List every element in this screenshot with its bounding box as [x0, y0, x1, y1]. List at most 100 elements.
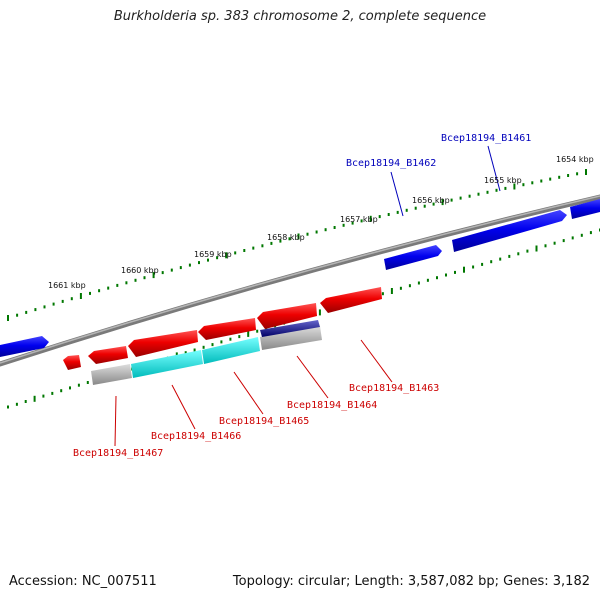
gene-arrow-bcep18194-b1467[interactable] [88, 346, 128, 364]
ruler-label-1660: 1660 kbp [121, 266, 159, 275]
gene-arrow-bcep18194-b1462[interactable] [384, 245, 442, 270]
outer-ruler-minor-tick [70, 297, 73, 301]
inner-ruler-minor-tick [580, 233, 583, 237]
outer-ruler-minor-tick [351, 221, 354, 225]
ruler-label-1655: 1655 kbp [484, 176, 522, 185]
outer-ruler-minor-tick [522, 183, 525, 187]
outer-ruler-minor-tick [52, 302, 55, 306]
cds-feature-gray-right[interactable] [260, 326, 322, 350]
outer-ruler-minor-tick [324, 228, 327, 232]
outer-ruler-minor-tick [567, 174, 570, 177]
gene-arrow-forward-partial-right[interactable] [570, 199, 600, 219]
outer-ruler-minor-tick [576, 172, 579, 176]
outer-ruler-minor-tick [188, 263, 191, 267]
leader-line-b1466 [171, 384, 196, 430]
outer-ruler-major-tick [585, 169, 587, 175]
inner-ruler-minor-tick [51, 391, 54, 395]
outer-ruler-minor-tick [405, 208, 408, 212]
gene-label-b1466[interactable]: Bcep18194_B1466 [151, 431, 241, 442]
cds-feature-navy[interactable] [260, 320, 320, 337]
gene-label-b1463[interactable]: Bcep18194_B1463 [349, 383, 439, 394]
inner-ruler-minor-tick [571, 236, 574, 240]
inner-ruler-minor-tick [472, 265, 475, 269]
gene-label-b1461[interactable]: Bcep18194_B1461 [441, 133, 531, 144]
outer-ruler-minor-tick [234, 251, 237, 255]
inner-ruler-minor-tick [544, 244, 547, 248]
cds-feature-cyan-2[interactable] [202, 337, 260, 364]
inner-ruler-minor-tick [220, 340, 223, 344]
inner-ruler-minor-tick [15, 402, 18, 406]
ruler-label-1659: 1659 kbp [194, 250, 232, 259]
gene-arrow-reverse-small[interactable] [63, 355, 81, 370]
leader-line-b1464 [296, 355, 329, 399]
gene-arrow-bcep18194-b1465[interactable] [198, 318, 256, 340]
outer-ruler-minor-tick [450, 198, 453, 202]
outer-ruler-minor-tick [504, 186, 507, 190]
outer-ruler-minor-tick [540, 179, 543, 183]
leader-line-b1463 [360, 339, 393, 383]
inner-ruler-minor-tick [69, 386, 71, 390]
cds-feature-gray-left[interactable] [91, 364, 132, 385]
outer-ruler-minor-tick [342, 223, 345, 227]
inner-ruler-minor-tick [490, 260, 493, 264]
outer-ruler-minor-tick [261, 244, 264, 248]
outer-ruler-minor-tick [333, 226, 336, 229]
outer-ruler-minor-tick [549, 177, 552, 181]
inner-ruler-minor-tick [184, 351, 187, 355]
inner-ruler-minor-tick [256, 329, 259, 333]
outer-ruler-minor-tick [306, 232, 309, 236]
outer-ruler-minor-tick [477, 192, 480, 196]
gene-label-b1464[interactable]: Bcep18194_B1464 [287, 400, 377, 411]
inner-ruler-minor-tick [499, 257, 502, 261]
inner-ruler-minor-tick [202, 345, 205, 349]
outer-ruler-minor-tick [360, 219, 363, 223]
gene-label-b1467[interactable]: Bcep18194_B1467 [73, 448, 163, 459]
outer-ruler-minor-tick [125, 281, 128, 285]
inner-ruler-minor-tick [399, 286, 402, 290]
inner-ruler-major-tick [33, 395, 36, 402]
outer-ruler-minor-tick [387, 213, 390, 216]
outer-ruler-minor-tick [61, 299, 64, 303]
outer-ruler-major-tick [513, 183, 516, 190]
leader-line-b1461 [487, 145, 501, 192]
outer-ruler-minor-tick [170, 268, 173, 272]
inner-ruler-minor-tick [417, 281, 420, 285]
outer-ruler-major-tick [441, 199, 444, 206]
outer-ruler-major-tick [79, 293, 82, 299]
outer-ruler-minor-tick [414, 206, 417, 210]
outer-ruler-minor-tick [198, 261, 200, 265]
inner-ruler-minor-tick [517, 252, 520, 256]
inner-ruler-minor-tick [562, 239, 565, 243]
inner-ruler-minor-tick [193, 348, 196, 352]
ruler-label-1654: 1654 kbp [556, 155, 594, 164]
outer-ruler-minor-tick [116, 283, 119, 287]
gene-arrow-bcep18194-b1463[interactable] [320, 287, 382, 313]
outer-ruler-major-tick [152, 272, 155, 279]
gene-arrow-bcep18194-b1461[interactable] [452, 210, 567, 252]
gene-arrow-forward-partial-left[interactable] [0, 336, 49, 357]
inner-ruler-major-tick [318, 309, 321, 316]
inner-ruler-major-tick [247, 330, 250, 337]
outer-ruler-minor-tick [558, 175, 561, 179]
inner-ruler-minor-tick [426, 278, 429, 282]
outer-ruler-minor-tick [495, 188, 498, 192]
outer-ruler-minor-tick [315, 230, 318, 234]
ruler-label-1661: 1661 kbp [48, 281, 86, 290]
gene-label-b1462[interactable]: Bcep18194_B1462 [346, 158, 436, 169]
cds-feature-cyan-1[interactable] [131, 350, 203, 378]
outer-ruler-major-tick [7, 315, 9, 321]
outer-ruler-minor-tick [43, 305, 46, 309]
outer-ruler-minor-tick [396, 210, 399, 214]
inner-ruler-minor-tick [408, 284, 411, 288]
outer-ruler-minor-tick [288, 237, 291, 241]
leader-line-b1467 [114, 395, 117, 447]
outer-ruler-minor-tick [270, 241, 273, 245]
inner-ruler-major-tick [390, 288, 393, 294]
gene-arrow-bcep18194-b1466[interactable] [128, 330, 198, 357]
inner-ruler-minor-tick [60, 389, 63, 393]
inner-ruler-minor-tick [526, 249, 529, 253]
accession-text: Accession: NC_007511 [9, 574, 157, 589]
gene-arrow-bcep18194-b1464[interactable] [257, 303, 317, 329]
gene-label-b1465[interactable]: Bcep18194_B1465 [219, 416, 309, 427]
